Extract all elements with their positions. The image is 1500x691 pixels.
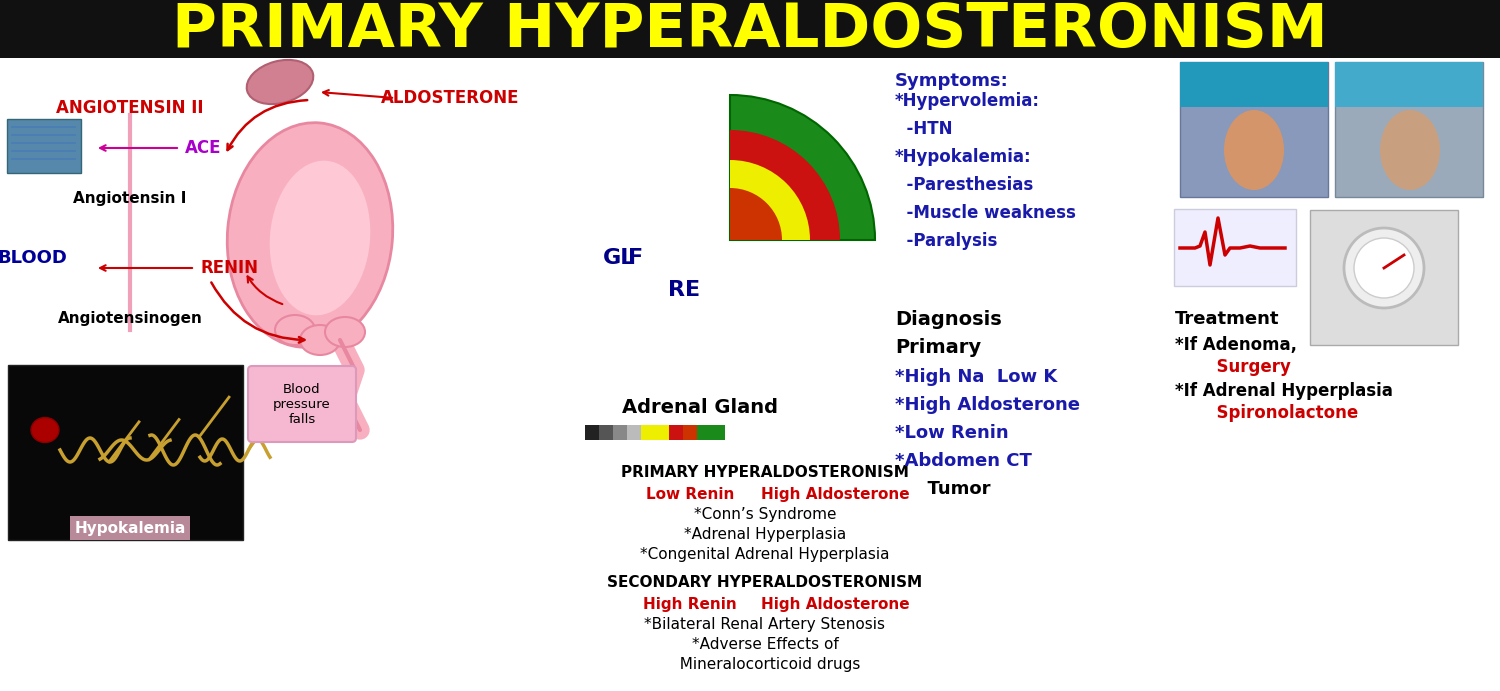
Text: RE: RE [668, 280, 700, 300]
Ellipse shape [326, 317, 364, 347]
FancyBboxPatch shape [1335, 62, 1484, 197]
Text: *Hypervolemia:: *Hypervolemia: [896, 92, 1040, 110]
FancyBboxPatch shape [698, 425, 711, 440]
Text: Blood
pressure
falls: Blood pressure falls [273, 383, 332, 426]
Text: ANGIOTENSIN II: ANGIOTENSIN II [57, 99, 204, 117]
Wedge shape [730, 130, 840, 240]
Text: *Low Renin: *Low Renin [896, 424, 1008, 442]
Text: High Aldosterone: High Aldosterone [760, 597, 909, 612]
FancyBboxPatch shape [614, 425, 627, 440]
Wedge shape [730, 160, 810, 240]
FancyBboxPatch shape [8, 365, 243, 540]
Text: *Bilateral Renal Artery Stenosis: *Bilateral Renal Artery Stenosis [645, 617, 885, 632]
Text: High Aldosterone: High Aldosterone [760, 487, 909, 502]
Text: Angiotensin I: Angiotensin I [74, 191, 186, 205]
Text: ALDOSTERONE: ALDOSTERONE [381, 89, 519, 107]
Text: *Conn’s Syndrome: *Conn’s Syndrome [693, 507, 837, 522]
Text: *Congenital Adrenal Hyperplasia: *Congenital Adrenal Hyperplasia [640, 547, 890, 562]
Text: Spironolactone: Spironolactone [1204, 404, 1359, 422]
Text: -HTN: -HTN [896, 120, 952, 138]
Text: *If Adenoma,: *If Adenoma, [1174, 336, 1298, 354]
Text: PRIMARY HYPERALDOSTERONISM: PRIMARY HYPERALDOSTERONISM [172, 1, 1328, 59]
Text: Surgery: Surgery [1204, 358, 1292, 376]
Ellipse shape [1354, 238, 1414, 298]
Text: *Adrenal Hyperplasia: *Adrenal Hyperplasia [684, 527, 846, 542]
Text: *Hypokalemia:: *Hypokalemia: [896, 148, 1032, 166]
Ellipse shape [246, 60, 314, 104]
FancyBboxPatch shape [1180, 62, 1328, 197]
FancyBboxPatch shape [585, 425, 598, 440]
Text: Tumor: Tumor [915, 480, 990, 498]
FancyBboxPatch shape [627, 425, 640, 440]
Ellipse shape [1380, 110, 1440, 190]
FancyBboxPatch shape [624, 242, 654, 272]
Ellipse shape [300, 325, 340, 355]
Text: Diagnosis: Diagnosis [896, 310, 1002, 329]
FancyBboxPatch shape [711, 425, 724, 440]
FancyBboxPatch shape [656, 425, 669, 440]
Text: High Renin: High Renin [644, 597, 736, 612]
Text: *Adverse Effects of: *Adverse Effects of [692, 637, 838, 652]
FancyBboxPatch shape [598, 425, 613, 440]
FancyBboxPatch shape [682, 425, 698, 440]
Text: GL: GL [603, 248, 636, 268]
Text: PRIMARY HYPERALDOSTERONISM: PRIMARY HYPERALDOSTERONISM [621, 465, 909, 480]
Text: -Muscle weakness: -Muscle weakness [896, 204, 1076, 222]
Ellipse shape [274, 315, 315, 345]
Text: *High Na  Low K: *High Na Low K [896, 368, 1058, 386]
Text: Primary: Primary [896, 338, 981, 357]
Text: Treatment: Treatment [1174, 310, 1280, 328]
Text: F: F [628, 248, 644, 268]
FancyBboxPatch shape [1174, 209, 1296, 286]
FancyBboxPatch shape [640, 425, 656, 440]
FancyBboxPatch shape [0, 0, 1500, 58]
Ellipse shape [1224, 110, 1284, 190]
FancyBboxPatch shape [1335, 62, 1484, 107]
FancyBboxPatch shape [248, 366, 356, 442]
Text: RENIN: RENIN [200, 259, 258, 277]
Wedge shape [730, 188, 782, 240]
Text: Hypokalemia: Hypokalemia [75, 520, 186, 536]
Text: *High Aldosterone: *High Aldosterone [896, 396, 1080, 414]
Text: *Abdomen CT: *Abdomen CT [896, 452, 1032, 470]
Text: ACE: ACE [184, 139, 222, 157]
Text: *If Adrenal Hyperplasia: *If Adrenal Hyperplasia [1174, 382, 1394, 400]
Text: BLOOD: BLOOD [0, 249, 68, 267]
Text: -Paresthesias: -Paresthesias [896, 176, 1034, 194]
Text: Symptoms:: Symptoms: [896, 72, 1008, 90]
Wedge shape [730, 95, 874, 240]
Ellipse shape [226, 123, 393, 348]
Text: Adrenal Gland: Adrenal Gland [622, 397, 778, 417]
FancyBboxPatch shape [8, 119, 81, 173]
Text: SECONDARY HYPERALDOSTERONISM: SECONDARY HYPERALDOSTERONISM [608, 575, 922, 590]
Ellipse shape [270, 161, 370, 315]
Text: Angiotensinogen: Angiotensinogen [57, 310, 202, 325]
Ellipse shape [32, 417, 58, 442]
Ellipse shape [1344, 228, 1424, 308]
Text: Mineralocorticoid drugs: Mineralocorticoid drugs [670, 657, 859, 672]
FancyBboxPatch shape [669, 425, 682, 440]
FancyBboxPatch shape [1310, 210, 1458, 345]
Text: -Paralysis: -Paralysis [896, 232, 998, 250]
Text: Low Renin: Low Renin [646, 487, 734, 502]
FancyBboxPatch shape [1180, 62, 1328, 107]
